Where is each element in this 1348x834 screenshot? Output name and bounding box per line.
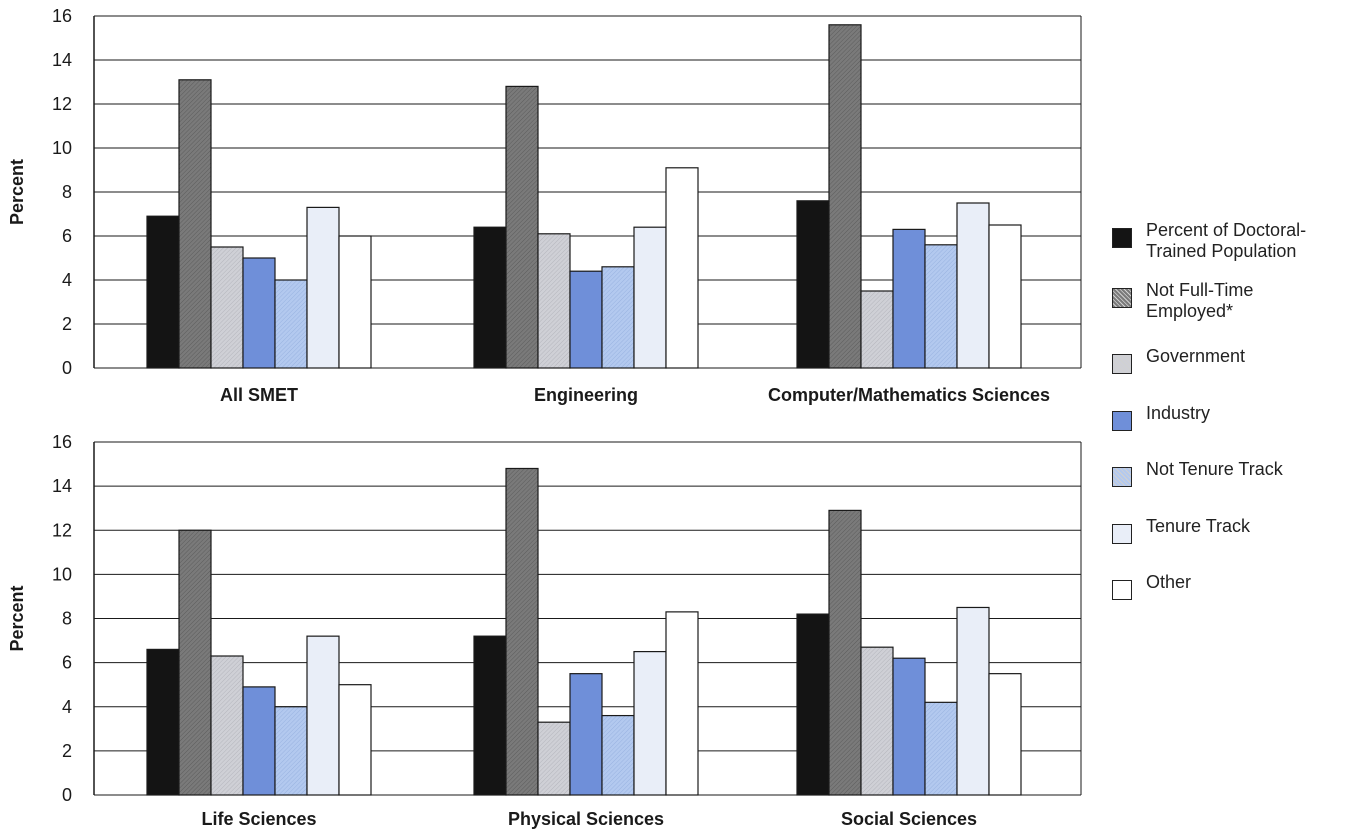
bar [242,257,276,369]
category-label: Life Sciences [201,809,316,829]
bar [242,686,276,796]
y-tick-label: 12 [52,520,72,540]
bar [988,673,1022,796]
bar [860,646,894,796]
legend-swatch [1112,288,1132,308]
bar [956,202,990,369]
legend-label: Not Full-Time Employed* [1146,280,1254,321]
y-axis-label: Percent [7,585,27,651]
bar [828,24,862,369]
y-tick-label: 0 [62,358,72,378]
y-tick-label: 4 [62,270,72,290]
bar [338,684,372,796]
bar [601,266,635,369]
legend-item: Not Tenure Track [1112,459,1283,487]
bar [569,673,603,796]
bar [537,721,571,796]
category-label: Computer/Mathematics Sciences [768,385,1050,405]
bar [473,226,507,369]
bar [665,611,699,796]
y-tick-label: 8 [62,609,72,629]
y-tick-label: 10 [52,564,72,584]
bar [633,226,667,369]
legend-label: Tenure Track [1146,516,1251,536]
category-label: Engineering [534,385,638,405]
bar [178,79,212,369]
bar [988,224,1022,369]
y-tick-label: 6 [62,226,72,246]
legend-label: Industry [1146,403,1211,423]
bar [306,635,340,796]
bar [505,467,539,796]
bar [178,529,212,796]
bar [210,655,244,796]
legend-item: Other [1112,572,1191,600]
y-tick-label: 10 [52,138,72,158]
legend-item: Tenure Track [1112,516,1250,544]
legend-swatch [1112,354,1132,374]
bar [828,509,862,796]
bar [146,648,180,796]
y-tick-label: 2 [62,314,72,334]
bar [796,613,830,796]
legend-label: Other [1146,572,1192,592]
y-tick-label: 8 [62,182,72,202]
category-label: Physical Sciences [508,809,664,829]
category-label: All SMET [220,385,298,405]
y-axis-label: Percent [7,159,27,225]
bar [569,270,603,369]
y-tick-label: 0 [62,785,72,805]
y-tick-label: 14 [52,476,72,496]
y-tick-label: 12 [52,94,72,114]
bar [274,279,308,369]
bar [633,650,667,796]
legend-swatch [1112,524,1132,544]
bar [892,228,926,369]
bar [892,657,926,796]
bar [505,85,539,369]
bar [924,244,958,369]
legend-swatch [1112,411,1132,431]
y-tick-label: 16 [52,432,72,452]
y-tick-label: 16 [52,6,72,26]
legend-item: Not Full-Time Employed* [1112,280,1253,322]
legend-label: Not Tenure Track [1146,459,1283,479]
legend-label: Government [1146,346,1246,366]
bar [473,635,507,796]
bar [537,233,571,369]
y-tick-label: 14 [52,50,72,70]
bar [338,235,372,369]
legend-item: Percent of Doctoral- Trained Population [1112,220,1306,262]
category-label: Social Sciences [841,809,977,829]
legend-swatch [1112,580,1132,600]
bar [860,290,894,369]
bar [146,215,180,369]
y-tick-label: 6 [62,653,72,673]
bar [956,606,990,796]
bar [796,200,830,369]
bar [274,706,308,796]
bar [924,701,958,796]
legend-swatch [1112,467,1132,487]
legend-item: Industry [1112,403,1210,431]
legend-item: Government [1112,346,1245,374]
bar [306,206,340,369]
bar [601,714,635,796]
y-tick-label: 4 [62,697,72,717]
legend-swatch [1112,228,1132,248]
bar [210,246,244,369]
bar [665,167,699,369]
y-tick-label: 2 [62,741,72,761]
legend-label: Percent of Doctoral- Trained Population [1146,220,1307,261]
